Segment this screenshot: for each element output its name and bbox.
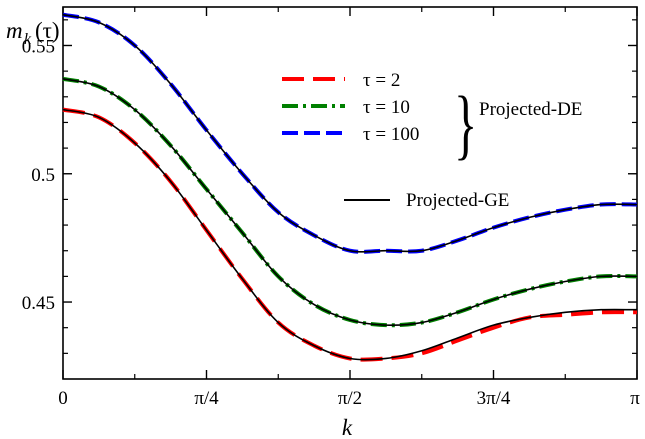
x-tick-label: π/2 <box>338 388 362 409</box>
legend-group-label: Projected-DE <box>479 99 582 120</box>
series-lines <box>62 12 638 362</box>
legend-label-tau-3: τ = 100 <box>363 124 419 145</box>
legend: τ = 2 τ = 10 τ = 100 } Projected-DE Projec… <box>282 70 582 211</box>
x-tick-label: 0 <box>58 388 68 409</box>
legend-label-projected-ge: Projected-GE <box>406 190 509 211</box>
x-tick-label: π/4 <box>194 388 219 409</box>
y-tick-label: 0.5 <box>31 165 55 186</box>
x-axis-ticks: 0 π/4 π/2 3π/4 π <box>58 7 640 409</box>
y-tick-label: 0.55 <box>22 36 55 57</box>
x-tick-label: π <box>630 388 640 409</box>
legend-label-tau-1: τ = 2 <box>363 70 400 91</box>
y-axis-label-subscript: k <box>24 31 32 48</box>
projected-ge-line-3 <box>62 13 638 253</box>
series-line-tau-1 <box>62 107 638 362</box>
legend-brace: } <box>454 81 477 168</box>
projected-ge-line-1 <box>62 108 638 361</box>
projected-ge-line-2 <box>62 78 638 327</box>
legend-label-tau-2: τ = 10 <box>363 97 410 118</box>
series-line-tau-3 <box>62 12 638 254</box>
y-axis-label: m k (τ) <box>6 18 60 48</box>
plot-frame <box>62 6 638 380</box>
x-axis-label: k <box>342 415 353 439</box>
y-tick-label: 0.45 <box>22 293 55 314</box>
x-tick-label: 3π/4 <box>477 388 511 409</box>
plot-area-border <box>62 6 638 380</box>
y-axis-label-argument: (τ) <box>35 18 60 43</box>
y-axis-label-main: m <box>6 18 23 43</box>
y-axis-ticks: 0.45 0.5 0.55 <box>22 19 637 354</box>
